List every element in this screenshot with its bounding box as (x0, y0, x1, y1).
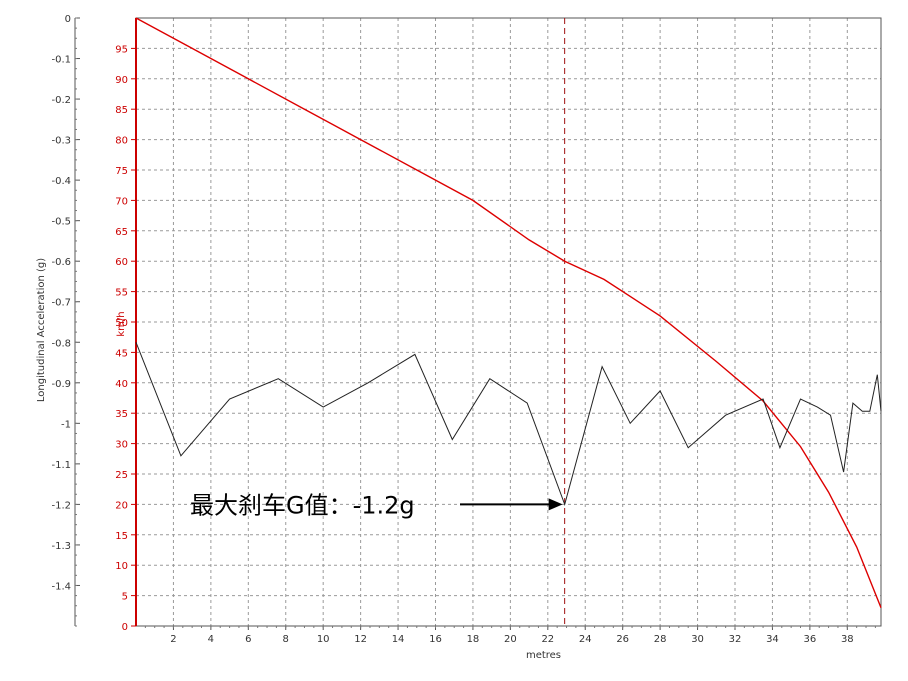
x-tick-label: 14 (392, 634, 405, 645)
x-tick-label: 10 (317, 634, 330, 645)
right-tick-label: 60 (115, 257, 128, 268)
x-tick-label: 6 (245, 634, 251, 645)
x-tick-label: 30 (691, 634, 704, 645)
left-tick-label: -0.3 (51, 136, 71, 147)
right-axis-title: km/h (116, 311, 127, 336)
left-tick-label: -0.6 (51, 257, 71, 268)
right-tick-label: 10 (115, 561, 128, 572)
x-tick-label: 26 (616, 634, 629, 645)
x-tick-label: 18 (467, 634, 480, 645)
left-axis-title: Longitudinal Acceleration (g) (36, 258, 47, 402)
series-lines (135, 17, 882, 626)
right-tick-label: 65 (115, 227, 128, 238)
x-tick-label: 2 (170, 634, 176, 645)
speed-series-line (135, 17, 882, 609)
x-tick-label: 32 (729, 634, 742, 645)
x-tick-label: 38 (841, 634, 854, 645)
right-tick-label: 70 (115, 196, 128, 207)
right-tick-label: 50 (115, 318, 128, 329)
right-tick-label: 45 (115, 348, 128, 359)
left-tick-label: -0.2 (51, 95, 71, 106)
x-axis-title: metres (526, 650, 561, 661)
x-tick-label: 20 (504, 634, 517, 645)
x-tick-label: 22 (541, 634, 554, 645)
acceleration-series-line (135, 342, 882, 507)
left-tick-label: 0 (65, 14, 71, 25)
right-tick-label: 40 (115, 379, 128, 390)
tick-labels: 0 -0.1 -0.2 -0.3 -0.4 -0.5 -0.6 -0.7 -0.8 -0.9 -1 -… (51, 14, 853, 645)
right-tick-label: 25 (115, 470, 128, 481)
left-tick-label: -1.2 (51, 500, 71, 511)
right-tick-label: 80 (115, 136, 128, 147)
right-tick-label: 30 (115, 440, 128, 451)
right-tick-label: 55 (115, 288, 128, 299)
right-tick-label: 0 (122, 622, 128, 633)
right-tick-label: 35 (115, 409, 128, 420)
right-tick-label: 15 (115, 531, 128, 542)
left-tick-label: -0.9 (51, 379, 71, 390)
left-tick-label: -1.4 (51, 581, 71, 592)
x-tick-label: 12 (354, 634, 367, 645)
left-tick-label: -1.3 (51, 541, 71, 552)
left-tick-label: -0.8 (51, 338, 71, 349)
x-tick-label: 16 (429, 634, 442, 645)
right-tick-label: 75 (115, 166, 128, 177)
x-tick-label: 8 (283, 634, 289, 645)
x-tick-label: 4 (208, 634, 214, 645)
right-tick-label: 20 (115, 500, 128, 511)
right-tick-label: 85 (115, 105, 128, 116)
right-tick-label: 95 (115, 44, 128, 55)
x-tick-label: 34 (766, 634, 779, 645)
right-tick-label: 5 (122, 592, 128, 603)
annotation-text: 最大刹车G值：-1.2g (190, 491, 415, 519)
left-tick-label: -0.5 (51, 217, 71, 228)
left-tick-label: -1 (61, 419, 71, 430)
left-tick-label: -0.1 (51, 55, 71, 66)
left-tick-label: -0.4 (51, 176, 71, 187)
left-tick-label: -1.1 (51, 460, 71, 471)
left-tick-label: -0.7 (51, 298, 71, 309)
annotation-arrow-head (548, 498, 563, 511)
right-tick-label: 90 (115, 75, 128, 86)
x-tick-label: 36 (804, 634, 817, 645)
x-tick-label: 24 (579, 634, 592, 645)
x-tick-label: 28 (654, 634, 667, 645)
axes (74, 17, 882, 630)
annotation (460, 498, 563, 511)
